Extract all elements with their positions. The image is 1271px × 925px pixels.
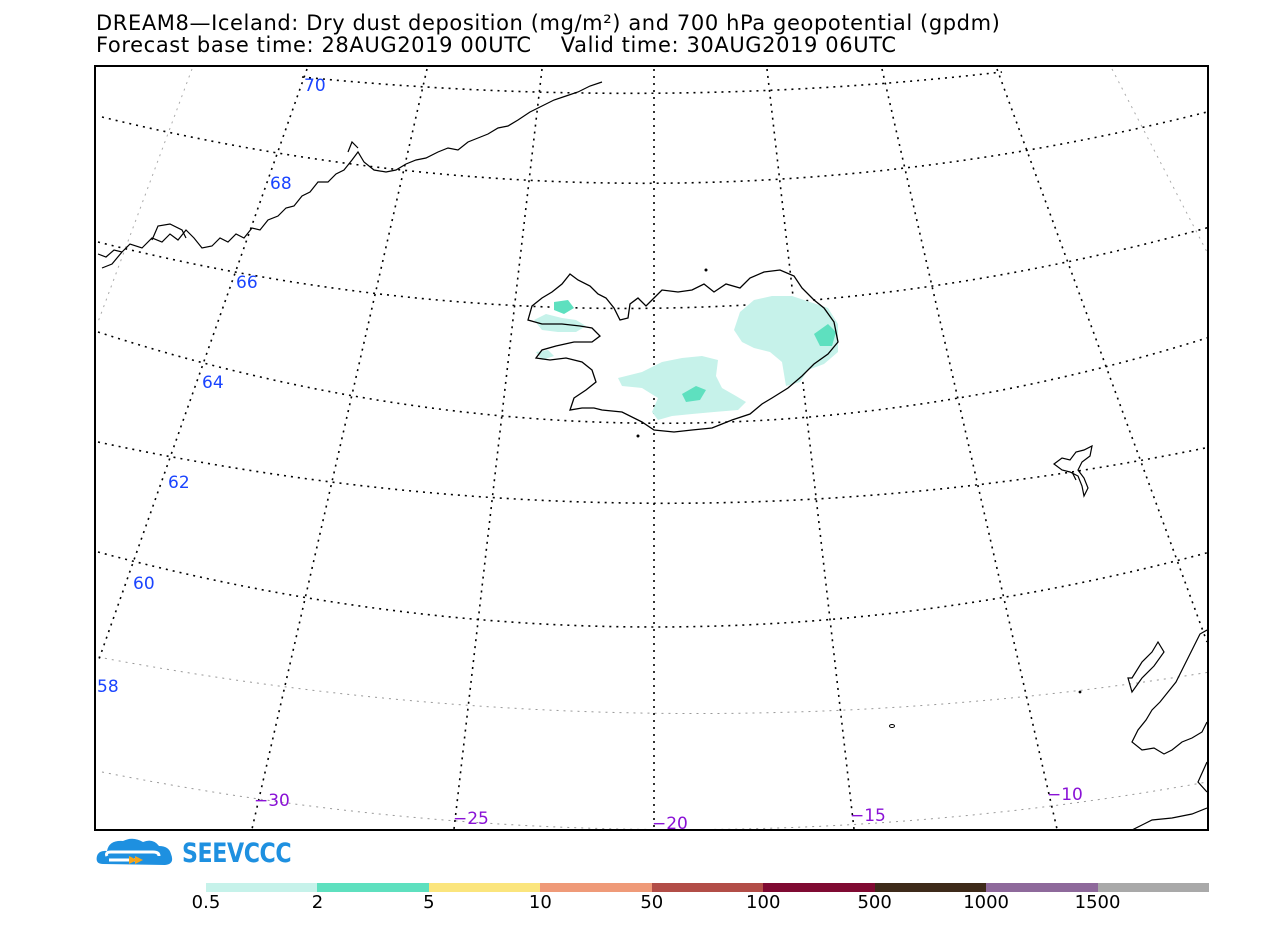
lon-line-35 xyxy=(97,68,308,663)
lon-label-15: −15 xyxy=(850,806,886,826)
lat-line-66 xyxy=(97,226,1207,310)
faroe-islands-coastline xyxy=(1053,444,1093,498)
colorbar-tick-label: 500 xyxy=(857,892,892,913)
colorbar-segment xyxy=(763,883,875,892)
lon-line-25 xyxy=(453,68,543,829)
island-dot xyxy=(636,434,640,438)
lat-label-58: 58 xyxy=(97,677,119,697)
lat-label-60: 60 xyxy=(133,574,155,594)
colorbar xyxy=(206,883,1209,892)
lon-line-15 xyxy=(766,68,855,829)
lat-line-60 xyxy=(97,551,1207,628)
lat-line-58 xyxy=(97,656,1207,715)
map-canvas: 70 68 66 64 62 60 58 −30 −25 −20 −15 −10 xyxy=(97,68,1207,829)
lon-label-30: −30 xyxy=(254,791,290,811)
colorbar-tick-label: 50 xyxy=(640,892,664,913)
lon-label-20: −20 xyxy=(652,814,688,829)
island-dot xyxy=(704,268,708,272)
lon-line-40 xyxy=(97,68,193,323)
latitude-lines xyxy=(97,71,1207,829)
colorbar-segment xyxy=(1097,883,1209,892)
colorbar-tick-label: 0.5 xyxy=(191,892,221,913)
island-dot xyxy=(889,724,895,728)
lat-label-66: 66 xyxy=(236,273,258,293)
colorbar-segment xyxy=(317,883,429,892)
dust-deposition-fill xyxy=(534,296,838,420)
lat-line-64 xyxy=(97,331,1207,425)
lon-line-10 xyxy=(881,68,1058,829)
colorbar-segment xyxy=(428,883,541,892)
lat-label-62: 62 xyxy=(168,473,190,493)
longitude-lines xyxy=(97,68,1207,829)
lat-label-64: 64 xyxy=(202,373,224,393)
lat-line-70 xyxy=(301,71,1003,95)
logo-text: SEEVCCC xyxy=(182,838,292,869)
colorbar-tick-label: 5 xyxy=(423,892,435,913)
scotland-coastline xyxy=(1127,629,1207,829)
colorbar-segment xyxy=(540,883,652,892)
colorbar-segment xyxy=(874,883,987,892)
lat-line-62 xyxy=(97,441,1207,505)
colorbar-tick-label: 2 xyxy=(311,892,324,913)
lon-label-10: −10 xyxy=(1047,785,1083,805)
lon-line-0 xyxy=(1111,68,1207,253)
colorbar-segment xyxy=(986,883,1098,892)
dust-area-south xyxy=(618,356,746,420)
longitude-labels: −30 −25 −20 −15 −10 xyxy=(254,785,1083,829)
colorbar-tick-label: 1000 xyxy=(963,892,1010,913)
lon-label-25: −25 xyxy=(453,809,489,829)
iceland-coastline xyxy=(527,269,839,433)
dust-patch-east-strong xyxy=(814,324,836,346)
colorbar-segment xyxy=(651,883,764,892)
latitude-labels: 70 68 66 64 62 60 58 xyxy=(97,76,326,697)
map-frame: 70 68 66 64 62 60 58 −30 −25 −20 −15 −10 xyxy=(94,65,1209,831)
colorbar-tick-label: 10 xyxy=(528,892,552,913)
lat-label-68: 68 xyxy=(270,174,292,194)
island-dot xyxy=(1078,690,1082,694)
lat-label-70: 70 xyxy=(304,76,326,96)
dust-patch-south-strong xyxy=(682,386,706,402)
map-title: DREAM8—Iceland: Dry dust deposition (mg/… xyxy=(96,11,1001,35)
map-time-info: Forecast base time: 28AUG2019 00UTC Vali… xyxy=(96,33,897,57)
dust-patch-west-strong xyxy=(554,300,574,314)
seevccc-logo-icon xyxy=(96,838,173,865)
lon-line-5 xyxy=(996,68,1207,643)
colorbar-tick-label: 100 xyxy=(746,892,781,913)
dust-area-east xyxy=(734,296,838,386)
greenland-coastline xyxy=(97,81,603,269)
dust-area-west xyxy=(534,314,586,332)
colorbar-segment xyxy=(206,883,318,892)
colorbar-tick-label: 1500 xyxy=(1074,892,1121,913)
